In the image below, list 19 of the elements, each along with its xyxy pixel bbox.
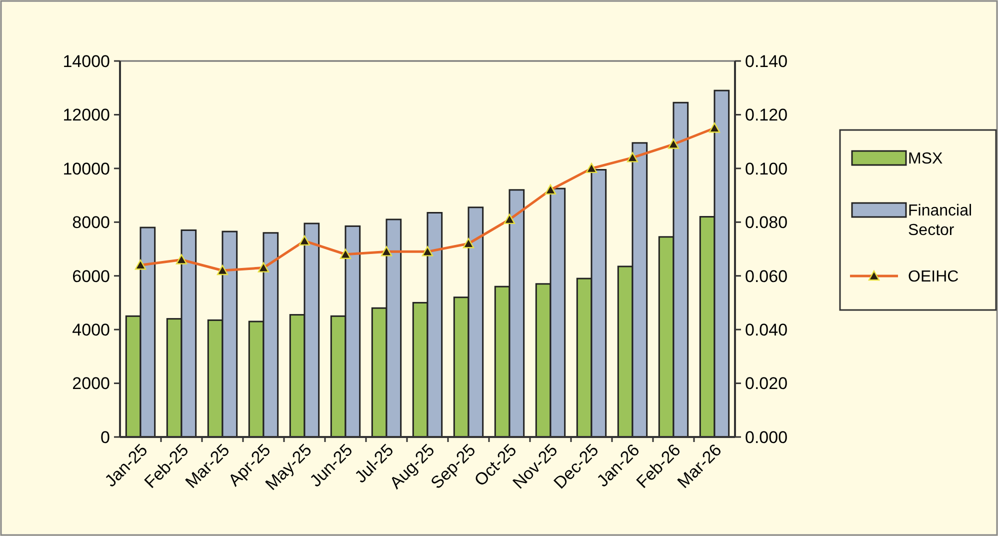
y2-tick-label: 0.000	[745, 428, 788, 447]
legend-label: Financial Sector	[908, 202, 972, 239]
y2-tick-label: 0.080	[745, 213, 788, 232]
y2-tick-label: 0.040	[745, 320, 788, 340]
y-tick-label: 2000	[72, 374, 110, 394]
legend-label: MSX	[908, 150, 943, 168]
y-tick-label: 4000	[72, 320, 110, 340]
legend-label: OEIHC	[908, 268, 959, 286]
y-tick-label: 0	[100, 428, 110, 447]
y2-tick-label: 0.100	[745, 159, 788, 178]
y-tick-label: 14000	[62, 52, 110, 71]
y2-tick-label: 0.060	[745, 266, 788, 286]
y-tick-label: 10000	[62, 159, 110, 178]
y-tick-label: 8000	[72, 213, 110, 232]
y2-tick-label: 0.020	[745, 374, 788, 394]
y2-tick-label: 0.120	[745, 106, 788, 125]
y-tick-label: 12000	[62, 106, 110, 125]
y2-tick-label: 0.140	[745, 52, 788, 71]
y-tick-label: 6000	[72, 266, 110, 286]
